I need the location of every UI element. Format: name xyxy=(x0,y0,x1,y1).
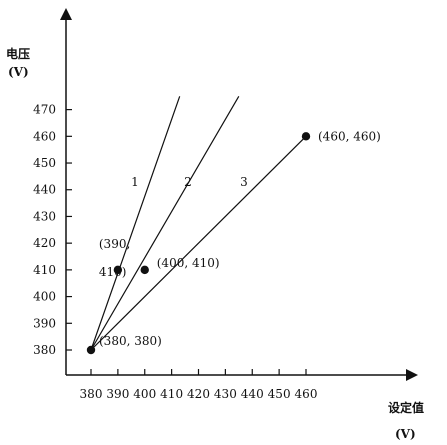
x-tick-label: 380 xyxy=(80,387,103,401)
line-labels: 1 2 3 xyxy=(131,175,248,189)
data-point xyxy=(113,265,123,275)
y-axis-unit: (V) xyxy=(8,65,29,79)
y-tick-label: 390 xyxy=(33,316,56,330)
data-point xyxy=(140,265,149,275)
tick-group: 380 390 400 410 420 430 440 450 4603803904004104… xyxy=(33,103,317,401)
data-point xyxy=(301,132,311,141)
x-tick-label: 390 xyxy=(106,387,129,401)
y-tick-label: 420 xyxy=(33,236,56,250)
point-label: (400, 410) xyxy=(157,256,220,270)
data-point xyxy=(86,345,96,355)
y-tick-label: 440 xyxy=(33,183,56,197)
point-label: 410) xyxy=(99,265,127,279)
line-number-label: 2 xyxy=(184,175,192,189)
y-tick-label: 400 xyxy=(33,290,56,304)
series-line-1 xyxy=(90,96,181,351)
data-points: (380, 380) (390, 410) (400, 410) (460, 460) xyxy=(86,129,381,355)
x-tick-label: 400 xyxy=(133,387,156,401)
y-tick-label: 410 xyxy=(33,263,56,277)
x-tick-label: 440 xyxy=(241,387,264,401)
x-tick-label: 420 xyxy=(187,387,210,401)
line-number-label: 1 xyxy=(131,175,139,189)
series-lines xyxy=(90,95,307,351)
y-tick-label: 460 xyxy=(33,129,56,143)
line-number-label: 3 xyxy=(240,175,248,189)
x-tick-label: 460 xyxy=(295,387,318,401)
x-tick-label: 450 xyxy=(268,387,291,401)
x-tick-label: 430 xyxy=(214,387,237,401)
point-label: (390, xyxy=(99,237,130,251)
series-line-2 xyxy=(90,95,240,351)
y-tick-label: 450 xyxy=(33,156,56,170)
y-axis-title: 电压 xyxy=(6,46,30,61)
series-line-3 xyxy=(90,135,307,351)
point-label: (380, 380) xyxy=(99,334,162,348)
y-tick-label: 380 xyxy=(33,343,56,357)
y-tick-label: 470 xyxy=(33,103,56,117)
point-label: (460, 460) xyxy=(318,129,381,143)
y-tick-label: 430 xyxy=(33,209,56,223)
x-axis-unit: (V) xyxy=(395,427,416,441)
x-axis-title: 设定值 xyxy=(388,400,424,415)
x-tick-label: 410 xyxy=(160,387,183,401)
